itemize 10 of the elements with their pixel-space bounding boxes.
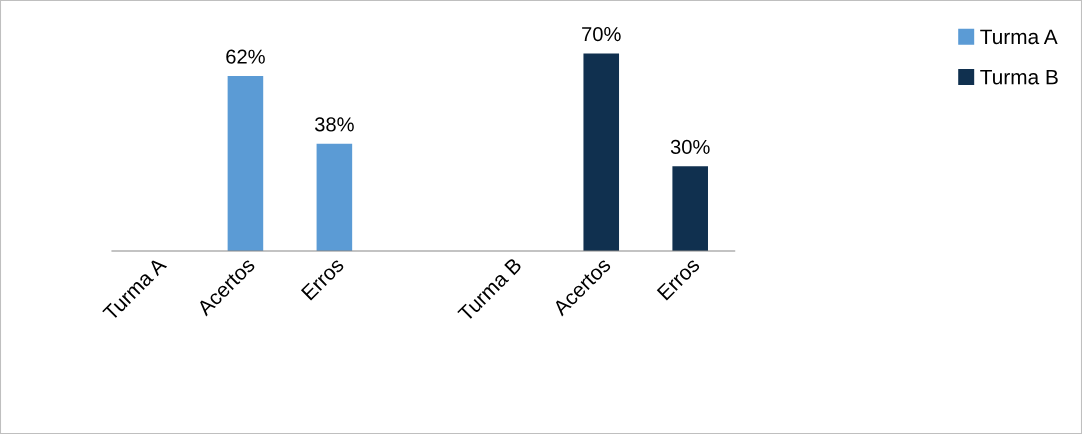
- bar: [227, 76, 264, 251]
- data-label: 70%: [582, 26, 621, 42]
- legend-label: Turma A: [980, 29, 1058, 45]
- legend-label: Turma B: [980, 69, 1058, 85]
- bar: [672, 166, 708, 251]
- bar: [583, 53, 620, 251]
- data-label: 38%: [314, 117, 354, 132]
- bar: [316, 143, 353, 251]
- data-label: 62%: [226, 49, 265, 64]
- data-label: 30%: [670, 139, 710, 155]
